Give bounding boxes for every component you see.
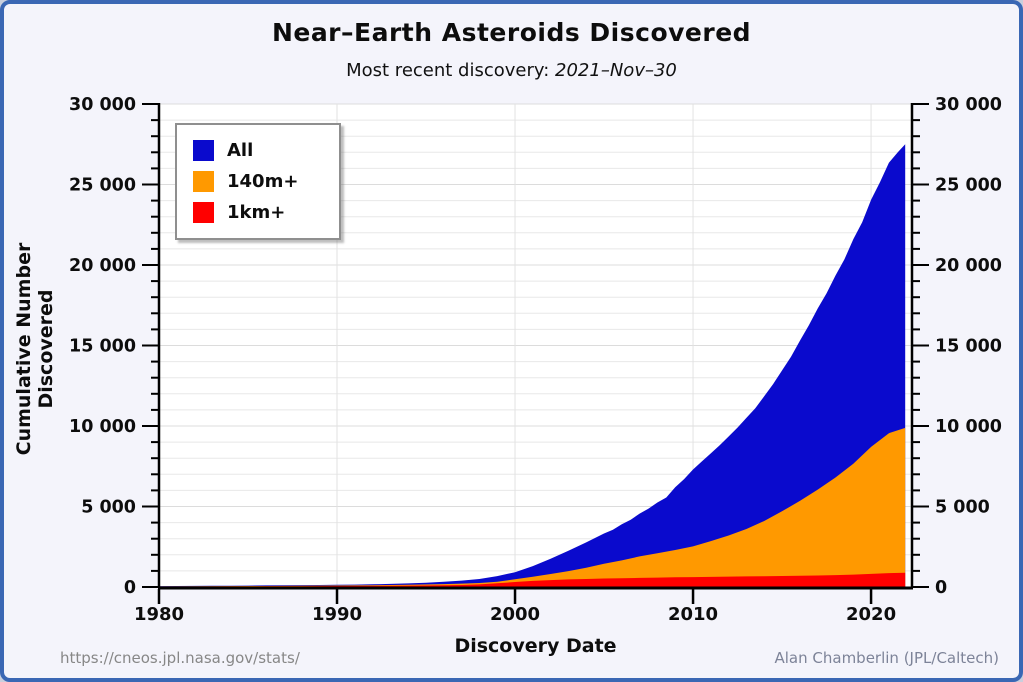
y-tick-label-left: 10 000	[69, 417, 136, 437]
subtitle-label: Most recent discovery:	[346, 60, 556, 81]
tick-marks	[142, 103, 929, 604]
y-tick-label-right: 25 000	[935, 176, 1002, 196]
y-tick-label-right: 0	[935, 578, 947, 598]
y-tick-label-right: 5 000	[935, 498, 990, 518]
x-axis-title: Discovery Date	[454, 635, 617, 657]
legend-label-all: All	[227, 140, 254, 161]
y-tick-label-left: 0	[124, 578, 136, 598]
legend-swatch-1km	[193, 202, 214, 223]
source-url: https://cneos.jpl.nasa.gov/stats/	[60, 649, 300, 667]
area-all	[159, 144, 906, 588]
legend-item-140m: 140m+	[193, 166, 339, 197]
y-tick-label-right: 30 000	[935, 95, 1002, 115]
y-tick-label-left: 15 000	[69, 337, 136, 357]
y-tick-label-left: 20 000	[69, 256, 136, 276]
chart-title: Near–Earth Asteroids Discovered	[271, 18, 752, 47]
legend-label-1km: 1km+	[227, 202, 286, 223]
subtitle-date: 2021–Nov–30	[555, 60, 677, 81]
area-140m+	[159, 427, 906, 587]
chart-canvas: 0 0 5 000 5 000 10 000 10 000 15 000 15 000 20 0…	[69, 95, 1002, 625]
series-areas	[159, 144, 906, 588]
y-tick-label-left: 5 000	[81, 498, 136, 518]
chart-subtitle: Most recent discovery: 2021–Nov–30	[4, 60, 1019, 81]
legend-swatch-140m	[193, 171, 214, 192]
legend-item-1km: 1km+	[193, 197, 339, 228]
y-tick-label-left: 30 000	[69, 95, 136, 115]
y-tick-label-left: 25 000	[69, 176, 136, 196]
y-tick-label-right: 10 000	[935, 417, 1002, 437]
legend-item-all: All	[193, 135, 339, 166]
x-tick-label: 1990	[312, 604, 362, 625]
y-tick-label-right: 15 000	[935, 337, 1002, 357]
credit-text: Alan Chamberlin (JPL/Caltech)	[774, 649, 1000, 667]
legend-swatch-all	[193, 140, 214, 161]
y-axis-title: Cumulative Number Discovered	[13, 242, 57, 456]
x-tick-label: 2020	[846, 604, 896, 625]
tick-labels: 0 0 5 000 5 000 10 000 10 000 15 000 15 000 20 0…	[69, 95, 1002, 625]
x-tick-label: 2000	[490, 604, 540, 625]
y-tick-label-right: 20 000	[935, 256, 1002, 276]
x-tick-label: 2010	[668, 604, 718, 625]
area-1km+	[159, 572, 906, 587]
legend: All 140m+ 1km+	[175, 123, 341, 240]
chart-canvas-wrap: 0 0 5 000 5 000 10 000 10 000 15 000 15 000 20 0…	[4, 4, 1019, 678]
legend-label-140m: 140m+	[227, 171, 299, 192]
x-tick-label: 1980	[134, 604, 184, 625]
